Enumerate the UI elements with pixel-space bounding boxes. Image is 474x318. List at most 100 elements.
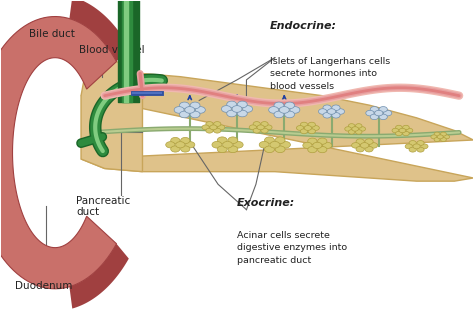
Circle shape [406, 128, 413, 133]
Text: Acinar cells secrete
digestive enzymes into
pancreatic duct: Acinar cells secrete digestive enzymes i… [237, 231, 347, 265]
Circle shape [259, 142, 269, 148]
Circle shape [440, 138, 447, 142]
Circle shape [409, 147, 416, 152]
Circle shape [402, 131, 409, 136]
Circle shape [399, 128, 406, 133]
Circle shape [190, 111, 200, 118]
Circle shape [218, 125, 225, 130]
Polygon shape [81, 73, 474, 181]
Circle shape [379, 114, 387, 120]
Circle shape [185, 107, 195, 113]
Circle shape [279, 107, 289, 113]
Text: Islets of Langerhans cells
secrete hormones into
blood vessels: Islets of Langerhans cells secrete hormo… [270, 57, 390, 91]
Circle shape [396, 131, 402, 136]
Circle shape [221, 106, 231, 112]
Circle shape [431, 135, 437, 139]
Circle shape [180, 102, 190, 109]
Circle shape [243, 106, 253, 112]
Circle shape [405, 144, 412, 149]
Circle shape [214, 121, 221, 127]
Circle shape [440, 132, 447, 136]
Text: Endocrine:: Endocrine: [270, 21, 337, 31]
Circle shape [356, 124, 362, 128]
Circle shape [434, 138, 440, 142]
Circle shape [352, 127, 358, 131]
Circle shape [402, 125, 409, 130]
Circle shape [296, 126, 304, 130]
Circle shape [284, 102, 294, 109]
Circle shape [332, 105, 340, 111]
Circle shape [186, 142, 195, 148]
Circle shape [365, 146, 373, 152]
Circle shape [257, 125, 264, 130]
Circle shape [228, 146, 238, 153]
Circle shape [392, 128, 399, 133]
Polygon shape [0, 17, 117, 289]
Circle shape [323, 142, 332, 149]
Circle shape [308, 129, 315, 134]
Circle shape [323, 105, 331, 111]
Circle shape [417, 141, 424, 145]
Circle shape [370, 107, 378, 112]
Circle shape [237, 110, 247, 117]
Circle shape [318, 138, 327, 144]
Circle shape [275, 137, 285, 143]
Circle shape [318, 147, 327, 153]
Circle shape [328, 109, 336, 114]
Circle shape [356, 139, 365, 144]
Circle shape [374, 110, 383, 116]
Circle shape [223, 142, 233, 148]
Circle shape [366, 110, 374, 116]
Circle shape [202, 125, 209, 130]
Polygon shape [81, 58, 143, 172]
Circle shape [181, 146, 190, 152]
Circle shape [232, 106, 242, 112]
Circle shape [383, 110, 392, 116]
Circle shape [233, 142, 243, 148]
Circle shape [217, 146, 227, 153]
Circle shape [265, 125, 272, 130]
Circle shape [264, 146, 274, 153]
Circle shape [249, 125, 256, 130]
Circle shape [206, 128, 213, 133]
Circle shape [308, 147, 317, 153]
Circle shape [332, 113, 340, 118]
Circle shape [356, 130, 362, 134]
Text: Exocrine:: Exocrine: [237, 198, 295, 208]
Circle shape [319, 109, 327, 114]
Circle shape [301, 122, 308, 127]
Polygon shape [69, 244, 129, 308]
Circle shape [274, 111, 284, 118]
Circle shape [437, 135, 443, 139]
Circle shape [348, 130, 355, 134]
Circle shape [253, 128, 260, 133]
Circle shape [190, 102, 200, 109]
Circle shape [345, 127, 351, 131]
Circle shape [323, 113, 331, 118]
Circle shape [370, 114, 378, 120]
Circle shape [269, 107, 279, 113]
Circle shape [348, 124, 355, 128]
Circle shape [356, 146, 365, 152]
Circle shape [181, 137, 190, 144]
Circle shape [312, 126, 319, 130]
Circle shape [308, 122, 315, 127]
Circle shape [206, 121, 213, 127]
Circle shape [237, 101, 247, 108]
Circle shape [284, 111, 294, 118]
Circle shape [290, 107, 300, 113]
Circle shape [195, 107, 205, 113]
Circle shape [166, 142, 175, 148]
Circle shape [396, 125, 402, 130]
Circle shape [301, 129, 308, 134]
Circle shape [303, 142, 312, 149]
Circle shape [281, 142, 291, 148]
Circle shape [365, 139, 373, 144]
Circle shape [253, 121, 260, 127]
Text: Duodenum: Duodenum [15, 281, 72, 291]
Circle shape [171, 137, 180, 144]
Circle shape [360, 142, 369, 148]
Circle shape [336, 109, 345, 114]
Circle shape [359, 127, 365, 131]
Circle shape [308, 138, 317, 144]
